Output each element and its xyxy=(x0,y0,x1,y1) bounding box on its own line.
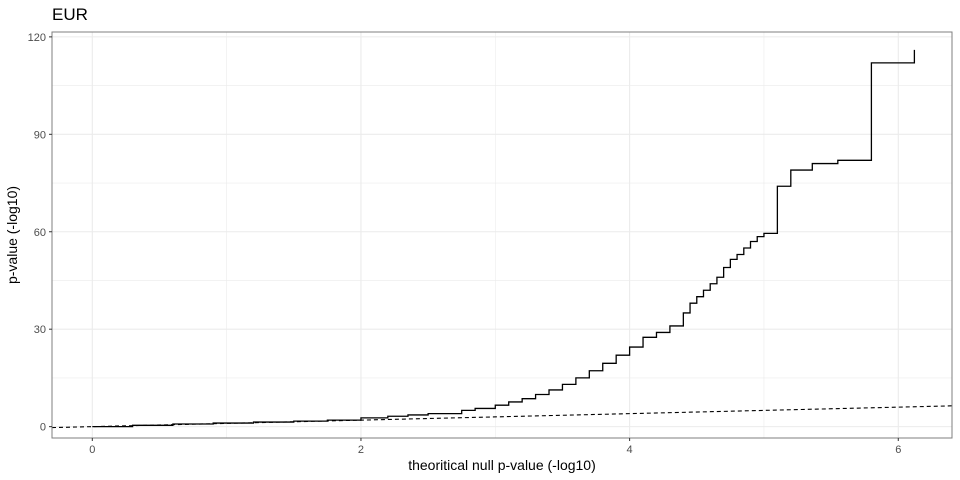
y-tick-label: 120 xyxy=(28,32,46,44)
x-tick-label: 0 xyxy=(89,444,95,456)
y-axis-title: p-value (-log10) xyxy=(4,186,20,284)
grid-major xyxy=(52,32,952,438)
y-tick-label: 0 xyxy=(40,422,46,434)
observed-step-line xyxy=(92,49,916,428)
null-reference-dashed-line xyxy=(51,405,953,429)
y-tick-label: 30 xyxy=(34,324,46,336)
x-tick-label: 6 xyxy=(895,444,901,456)
series-layer xyxy=(51,49,953,429)
grid-minor xyxy=(52,32,952,438)
y-tick-label: 90 xyxy=(34,129,46,141)
x-axis-title: theoritical null p-value (-log10) xyxy=(408,457,596,473)
chart-title: EUR xyxy=(52,5,88,24)
axis-ticks xyxy=(49,36,899,441)
panel-border xyxy=(51,31,953,439)
x-tick-label: 2 xyxy=(358,444,364,456)
x-tick-label: 4 xyxy=(627,444,633,456)
y-tick-label: 60 xyxy=(34,227,46,239)
